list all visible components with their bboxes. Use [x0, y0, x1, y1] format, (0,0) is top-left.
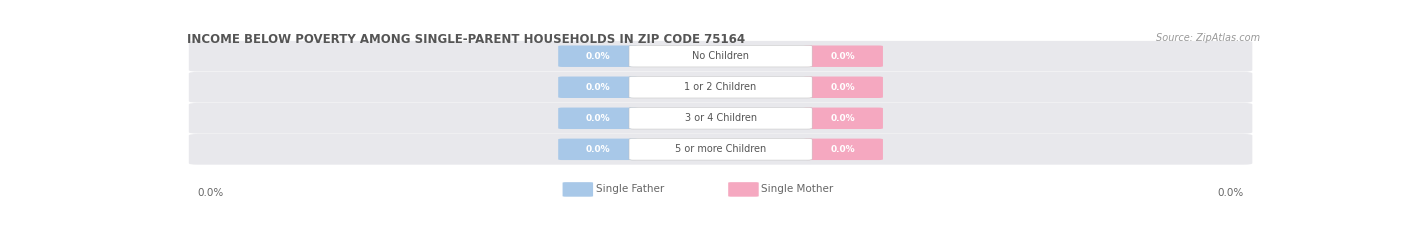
Text: INCOME BELOW POVERTY AMONG SINGLE-PARENT HOUSEHOLDS IN ZIP CODE 75164: INCOME BELOW POVERTY AMONG SINGLE-PARENT…	[187, 33, 745, 46]
FancyBboxPatch shape	[558, 76, 638, 98]
FancyBboxPatch shape	[558, 45, 638, 67]
Text: 3 or 4 Children: 3 or 4 Children	[685, 113, 756, 123]
Text: 0.0%: 0.0%	[1218, 188, 1244, 198]
Text: 0.0%: 0.0%	[586, 83, 610, 92]
Text: 0.0%: 0.0%	[586, 52, 610, 61]
FancyBboxPatch shape	[628, 108, 813, 129]
Text: 0.0%: 0.0%	[586, 114, 610, 123]
FancyBboxPatch shape	[803, 108, 883, 129]
Text: No Children: No Children	[692, 51, 749, 61]
Text: Single Mother: Single Mother	[761, 185, 834, 194]
FancyBboxPatch shape	[188, 103, 1253, 134]
Text: 0.0%: 0.0%	[831, 114, 855, 123]
Text: 5 or more Children: 5 or more Children	[675, 144, 766, 154]
FancyBboxPatch shape	[562, 182, 593, 197]
FancyBboxPatch shape	[803, 76, 883, 98]
Text: 0.0%: 0.0%	[831, 83, 855, 92]
FancyBboxPatch shape	[628, 45, 813, 67]
Text: 0.0%: 0.0%	[586, 145, 610, 154]
Text: Source: ZipAtlas.com: Source: ZipAtlas.com	[1156, 33, 1260, 43]
FancyBboxPatch shape	[628, 76, 813, 98]
Text: 1 or 2 Children: 1 or 2 Children	[685, 82, 756, 92]
FancyBboxPatch shape	[803, 139, 883, 160]
FancyBboxPatch shape	[558, 139, 638, 160]
Text: 0.0%: 0.0%	[197, 188, 224, 198]
FancyBboxPatch shape	[188, 134, 1253, 165]
FancyBboxPatch shape	[188, 41, 1253, 72]
FancyBboxPatch shape	[728, 182, 759, 197]
FancyBboxPatch shape	[188, 72, 1253, 103]
FancyBboxPatch shape	[628, 139, 813, 160]
FancyBboxPatch shape	[558, 108, 638, 129]
FancyBboxPatch shape	[803, 45, 883, 67]
Text: Single Father: Single Father	[596, 185, 665, 194]
Text: 0.0%: 0.0%	[831, 52, 855, 61]
Text: 0.0%: 0.0%	[831, 145, 855, 154]
